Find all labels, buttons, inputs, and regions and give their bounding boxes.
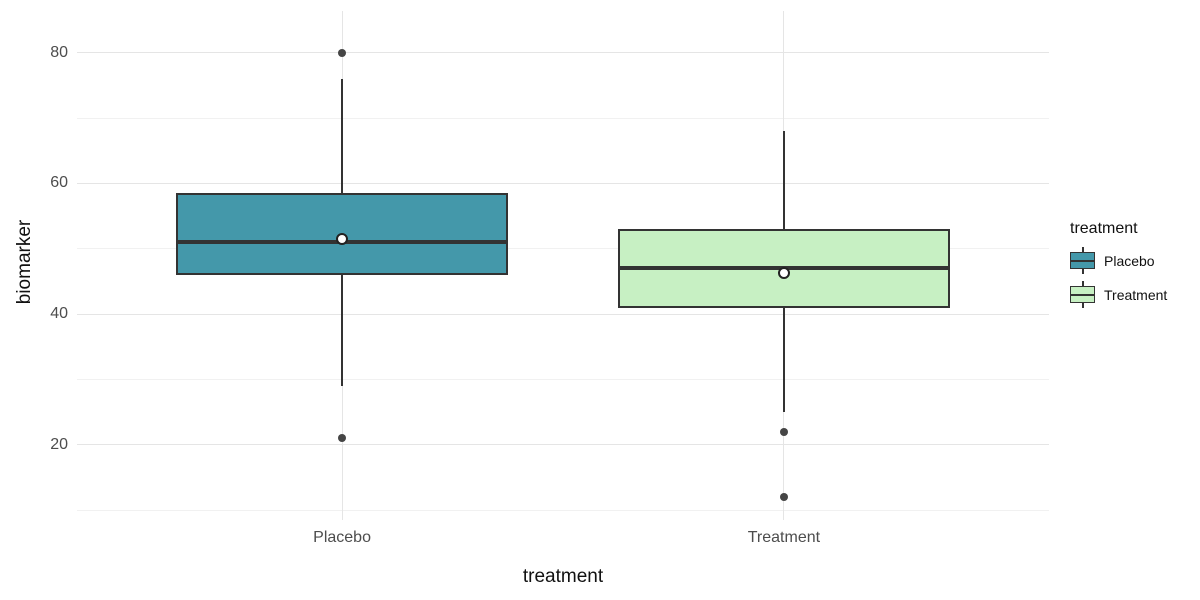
outlier-point-placebo: [338, 48, 347, 57]
key-median: [1071, 259, 1094, 262]
y-gridline-minor: [77, 379, 1049, 381]
y-gridline-major: [77, 444, 1049, 446]
x-tick-label: Placebo: [313, 529, 371, 546]
boxplot-key-icon: [1070, 247, 1095, 274]
x-tick-label: Treatment: [747, 529, 821, 546]
y-tick-label: 80: [50, 43, 68, 61]
y-tick-label: 40: [50, 305, 68, 323]
key-median: [1071, 293, 1094, 296]
legend-key-treatment: Treatment: [1070, 281, 1167, 308]
legend-label-placebo: Placebo: [1104, 252, 1155, 269]
x-axis-title: treatment: [522, 566, 604, 587]
legend: treatment Placebo Treatment: [1070, 220, 1167, 315]
mean-point-treatment: [777, 267, 790, 279]
y-tick-label: 20: [50, 435, 68, 453]
outlier-point-treatment: [779, 427, 788, 436]
legend-entries: Placebo Treatment: [1070, 247, 1167, 308]
y-gridline-major: [77, 313, 1049, 315]
y-gridline-minor: [77, 117, 1049, 119]
mean-point-placebo: [336, 233, 349, 246]
y-gridline-minor: [77, 509, 1049, 511]
outlier-point-placebo: [338, 434, 347, 443]
legend-label-treatment: Treatment: [1104, 286, 1168, 303]
boxplot-key-icon: [1070, 281, 1095, 308]
legend-key-placebo: Placebo: [1070, 247, 1167, 274]
y-gridline-minor: [77, 248, 1049, 250]
y-gridline-major: [77, 52, 1049, 54]
y-gridline-major: [77, 182, 1049, 184]
y-axis-title: biomarker: [14, 219, 35, 305]
outlier-point-treatment: [779, 493, 788, 502]
y-tick-label: 60: [50, 174, 68, 192]
key-box: [1070, 286, 1095, 303]
key-box: [1070, 252, 1095, 269]
legend-title: treatment: [1070, 220, 1138, 237]
